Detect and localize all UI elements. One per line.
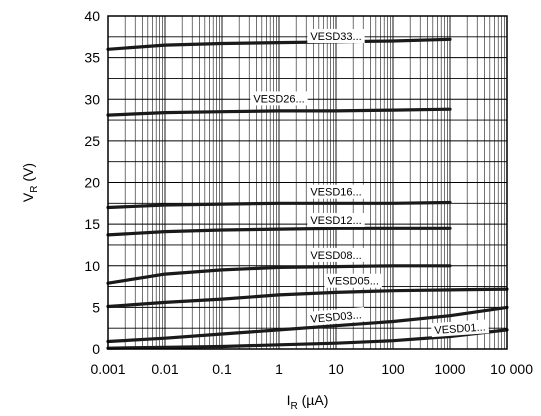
series-label: VESD16...	[307, 184, 365, 199]
series-label-text: VESD26...	[253, 93, 304, 105]
series-label-text: VESD08...	[310, 250, 361, 262]
series-line	[106, 264, 452, 285]
y-axis-title-sub: R	[29, 185, 40, 192]
series-line	[106, 328, 509, 350]
y-tick-label: 25	[84, 133, 100, 149]
series-label-text: VESD33...	[310, 31, 361, 43]
series-label-background	[430, 319, 490, 338]
x-axis-title: IR (µA)	[287, 392, 329, 412]
series-line	[106, 200, 452, 210]
x-tick-label: 0.01	[151, 361, 178, 377]
series-label-background	[307, 247, 365, 262]
series-label: VESD08...	[307, 247, 365, 262]
grid	[107, 15, 507, 350]
y-tick-label: 40	[84, 8, 100, 24]
series-label: VESD26...	[250, 91, 308, 106]
series-line	[106, 107, 452, 117]
series-label-background	[324, 273, 382, 288]
x-axis-title-unit: (µA)	[298, 392, 329, 408]
y-tick-label: 35	[84, 50, 100, 66]
series-label: VESD05...	[324, 273, 382, 288]
series-label-text: VESD01...	[434, 321, 486, 337]
series-label: VESD33...	[307, 29, 365, 43]
series-line	[106, 226, 452, 237]
series-label-background	[250, 91, 308, 106]
series-line	[106, 37, 452, 51]
series-label-text: VESD12...	[310, 215, 361, 227]
y-tick-label: 20	[84, 175, 100, 191]
x-tick-label: 1000	[434, 361, 465, 377]
y-tick-label: 10	[84, 258, 100, 274]
y-tick-label: 0	[92, 341, 100, 357]
series-line	[106, 305, 509, 344]
series-group	[106, 37, 509, 350]
plot-border	[107, 15, 508, 350]
series-label-text: VESD03...	[310, 309, 362, 325]
y-axis-title: VR (V)	[20, 163, 40, 202]
y-axis-title-main: V	[20, 192, 36, 202]
series-label-background	[307, 29, 365, 43]
y-axis-title-unit: (V)	[20, 163, 36, 186]
x-tick-labels: 0.001 0.01 0.1 1 10 100 1000 10 000	[90, 361, 533, 377]
x-axis-title-sub: R	[291, 401, 298, 412]
series-label: VESD01...	[430, 319, 490, 338]
series-label-background	[307, 213, 365, 227]
series-label-background	[307, 184, 365, 199]
series-label: VESD12...	[307, 213, 365, 227]
x-tick-label: 100	[381, 361, 405, 377]
x-tick-label: 1	[275, 361, 283, 377]
series-label-background	[306, 307, 366, 326]
series-label-text: VESD16...	[310, 187, 361, 199]
x-axis-title-main: I	[287, 392, 291, 408]
x-tick-label: 0.1	[212, 361, 232, 377]
x-tick-label: 0.001	[90, 361, 125, 377]
series-line	[106, 287, 509, 309]
y-tick-labels: 0 5 10 15 20 25 30 35 40	[84, 8, 100, 357]
series-label-text: VESD05...	[328, 276, 379, 288]
y-tick-label: 15	[84, 216, 100, 232]
x-tick-label: 10 000	[490, 361, 533, 377]
x-tick-label: 10	[328, 361, 344, 377]
y-tick-label: 5	[92, 299, 100, 315]
y-tick-label: 30	[84, 91, 100, 107]
series-labels: VESD33... VESD26... VESD16... VESD12... VESD…	[250, 29, 490, 338]
series-label: VESD03...	[306, 307, 366, 326]
